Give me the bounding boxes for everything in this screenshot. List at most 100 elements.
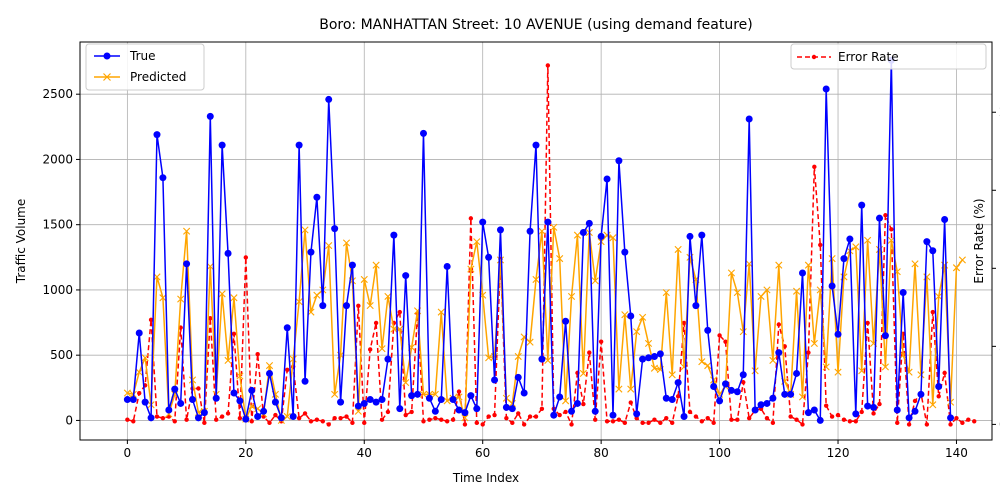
point-true — [573, 399, 581, 407]
point-true — [810, 406, 818, 414]
point-predicted — [443, 397, 451, 405]
point-true — [650, 352, 658, 360]
point-predicted — [603, 231, 611, 239]
point-predicted — [763, 286, 771, 294]
point-true — [793, 369, 801, 377]
point-predicted — [792, 287, 801, 295]
legend-error-label: Error Rate — [838, 50, 899, 64]
legend-predicted-label: Predicted — [130, 70, 186, 84]
point-predicted — [283, 412, 291, 421]
point-error-rate — [533, 414, 539, 419]
point-error-rate — [936, 394, 941, 399]
point-true — [295, 141, 303, 149]
point-true — [662, 394, 670, 402]
point-error-rate — [273, 412, 278, 418]
point-true — [929, 247, 937, 255]
point-error-rate — [468, 216, 474, 221]
point-true — [562, 317, 570, 325]
left-y-tick-label: 500 — [50, 348, 73, 362]
point-predicted — [384, 292, 392, 301]
point-predicted — [236, 372, 244, 380]
point-true — [716, 397, 724, 405]
point-predicted — [218, 290, 226, 298]
x-tick-label: 120 — [827, 446, 850, 460]
point-true — [354, 402, 362, 410]
point-error-rate — [640, 420, 645, 426]
point-error-rate — [687, 409, 693, 415]
point-predicted — [514, 352, 522, 361]
point-error-rate — [557, 412, 562, 418]
point-error-rate — [409, 409, 414, 415]
point-error-rate — [249, 419, 254, 424]
left-y-tick-label: 2000 — [42, 152, 73, 166]
point-error-rate — [427, 417, 432, 422]
point-predicted — [496, 256, 505, 264]
point-error-rate — [255, 351, 260, 357]
point-predicted — [188, 376, 197, 384]
point-true — [615, 157, 623, 165]
point-true — [402, 272, 410, 280]
point-predicted — [698, 358, 706, 366]
point-true — [425, 394, 433, 402]
point-predicted — [206, 262, 214, 271]
point-predicted — [342, 239, 351, 247]
point-true — [461, 409, 469, 417]
point-predicted — [265, 362, 274, 370]
point-error-rate — [622, 420, 628, 426]
point-error-rate — [137, 390, 142, 396]
point-true — [757, 401, 765, 409]
x-axis-title: Time Index — [452, 471, 519, 485]
point-true — [870, 403, 878, 411]
point-error-rate — [243, 255, 249, 260]
point-predicted — [852, 243, 860, 251]
point-true — [443, 262, 451, 270]
point-error-rate — [883, 213, 888, 218]
point-predicted — [526, 338, 534, 346]
x-tick-label: 0 — [124, 446, 132, 460]
point-error-rate — [593, 417, 598, 422]
point-error-rate — [675, 394, 681, 399]
point-true — [686, 232, 694, 240]
point-predicted — [650, 364, 659, 372]
point-true — [775, 349, 783, 357]
point-true — [556, 393, 564, 401]
point-true — [194, 414, 202, 422]
point-predicted — [929, 401, 937, 409]
point-predicted — [757, 292, 765, 301]
point-error-rate — [598, 339, 604, 344]
point-error-rate — [794, 417, 799, 422]
point-predicted — [804, 261, 813, 269]
point-error-rate — [320, 419, 326, 424]
point-error-rate — [480, 422, 485, 427]
point-predicted — [455, 393, 463, 401]
point-error-rate — [474, 420, 479, 426]
legend-true-label: True — [129, 49, 156, 63]
point-true — [171, 385, 179, 393]
point-error-rate — [302, 411, 308, 416]
point-error-rate — [433, 415, 438, 421]
point-true — [236, 397, 244, 405]
point-error-rate — [367, 347, 373, 352]
point-predicted — [887, 236, 895, 244]
point-true — [419, 129, 427, 137]
point-error-rate — [818, 242, 823, 248]
point-error-rate — [172, 419, 177, 424]
point-error-rate — [895, 420, 900, 426]
point-error-rate — [746, 415, 752, 421]
point-error-rate — [184, 417, 189, 422]
point-predicted — [662, 288, 670, 297]
point-error-rate — [693, 414, 699, 419]
point-error-rate — [326, 422, 331, 427]
point-true — [224, 249, 232, 257]
point-predicted — [958, 256, 966, 264]
point-error-rate — [362, 420, 367, 426]
left-y-tick-label: 1500 — [42, 218, 73, 232]
point-error-rate — [847, 419, 853, 424]
point-true — [408, 392, 416, 400]
point-true — [656, 350, 664, 358]
point-error-rate — [385, 409, 391, 415]
point-predicted — [183, 227, 191, 235]
point-true — [899, 289, 907, 297]
point-predicted — [562, 397, 570, 405]
point-error-rate — [604, 419, 610, 424]
